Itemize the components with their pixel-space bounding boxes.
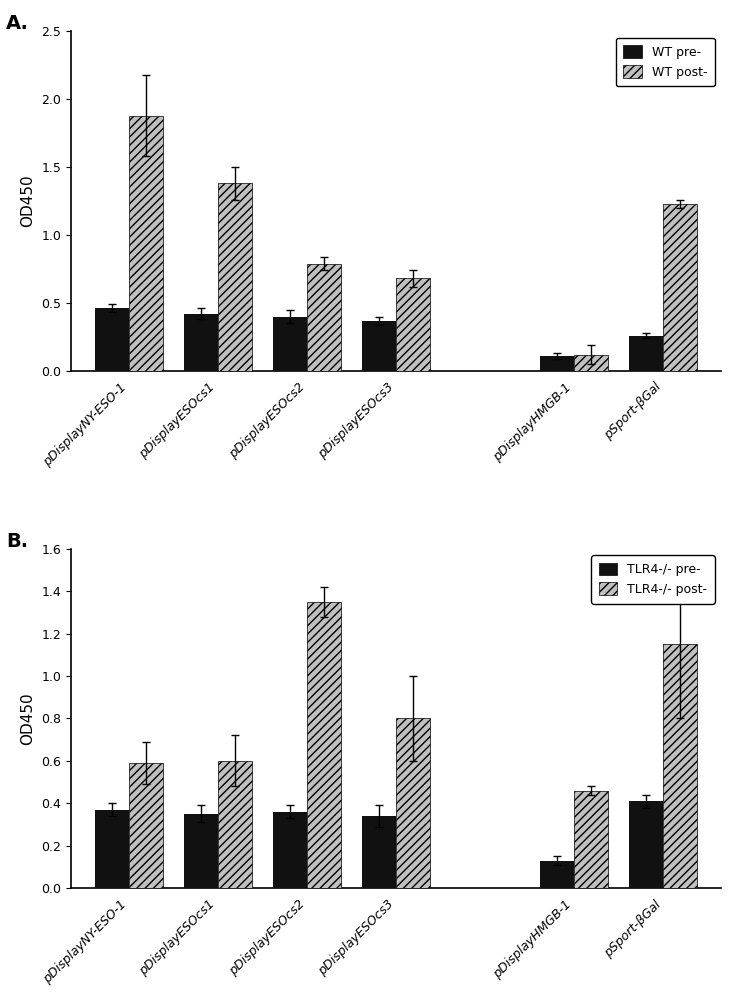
Bar [307,264,341,371]
Bar [362,816,396,888]
Bar [663,644,697,888]
Bar [396,718,430,888]
Legend: WT pre-, WT post-: WT pre-, WT post- [616,38,715,86]
Bar [362,321,396,371]
Bar [540,861,574,888]
Bar [184,314,218,371]
Text: A.: A. [6,14,29,33]
Bar [129,763,162,888]
Y-axis label: OD450: OD450 [21,692,35,745]
Bar [95,308,129,371]
Bar [574,791,608,888]
Bar [574,355,608,371]
Bar [218,183,251,371]
Text: B.: B. [6,532,28,551]
Bar [629,336,663,371]
Bar [95,810,129,888]
Bar [273,317,307,371]
Bar [218,761,251,888]
Bar [273,812,307,888]
Legend: TLR4-/- pre-, TLR4-/- post-: TLR4-/- pre-, TLR4-/- post- [591,555,715,603]
Bar [129,116,162,371]
Bar [629,801,663,888]
Bar [540,356,574,371]
Bar [396,278,430,371]
Bar [307,602,341,888]
Bar [663,204,697,371]
Bar [184,814,218,888]
Y-axis label: OD450: OD450 [21,175,35,227]
